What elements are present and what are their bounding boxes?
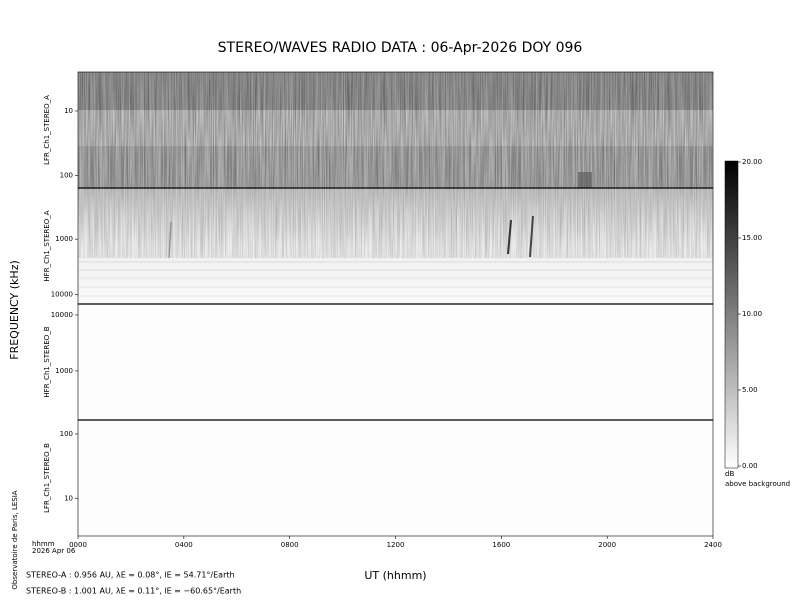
x-tick-label: 1200 (387, 541, 405, 549)
x-tick-label: 1600 (492, 541, 510, 549)
panel-label: LFR_Ch1_STEREO_A (43, 95, 51, 165)
colorbar-tick-label: 10.00 (742, 310, 762, 318)
y-axis-title: FREQUENCY (kHz) (8, 260, 21, 360)
panel-label: HFR_Ch1_STEREO_A (43, 210, 51, 281)
colorbar-label: dB (725, 470, 734, 478)
colorbar-tick-label: 20.00 (742, 158, 762, 166)
colorbar-tick-label: 0.00 (742, 462, 758, 470)
colorbar (724, 160, 739, 469)
date-note: 2026 Apr 06 (32, 547, 76, 555)
y-tick-label: 100 (60, 430, 73, 438)
credit: Observatoire de Paris, LESIA (11, 490, 19, 589)
x-tick-label: 0400 (175, 541, 193, 549)
x-tick-label: 0000 (69, 541, 87, 549)
x-unit-note: hhmm (32, 540, 55, 548)
y-tick-label: 10 (64, 107, 73, 115)
y-tick-label: 1000 (55, 235, 73, 243)
y-tick-label: 10 (64, 494, 73, 502)
panel-label: LFR_Ch1_STEREO_B (43, 443, 51, 513)
y-tick-label: 10000 (51, 311, 73, 319)
x-axis-title: UT (hhmm) (364, 569, 426, 582)
colorbar-tick-label: 5.00 (742, 386, 758, 394)
colorbar-tick-label: 15.00 (742, 234, 762, 242)
y-tick-label: 100 (60, 172, 73, 180)
y-tick-label: 1000 (55, 367, 73, 375)
panel-label: HFR_Ch1_STEREO_B (43, 326, 51, 397)
footer-line: STEREO-B : 1.001 AU, λE = 0.11°, lE = −6… (26, 587, 241, 596)
y-tick-label: 10000 (51, 290, 73, 298)
chart-title: STEREO/WAVES RADIO DATA : 06-Apr-2026 DO… (218, 40, 583, 56)
colorbar-sublabel: above background (725, 480, 790, 488)
x-tick-label: 2000 (598, 541, 616, 549)
x-tick-label: 2400 (704, 541, 722, 549)
x-tick-label: 0800 (281, 541, 299, 549)
footer-line: STEREO-A : 0.956 AU, λE = 0.08°, lE = 54… (26, 571, 235, 580)
